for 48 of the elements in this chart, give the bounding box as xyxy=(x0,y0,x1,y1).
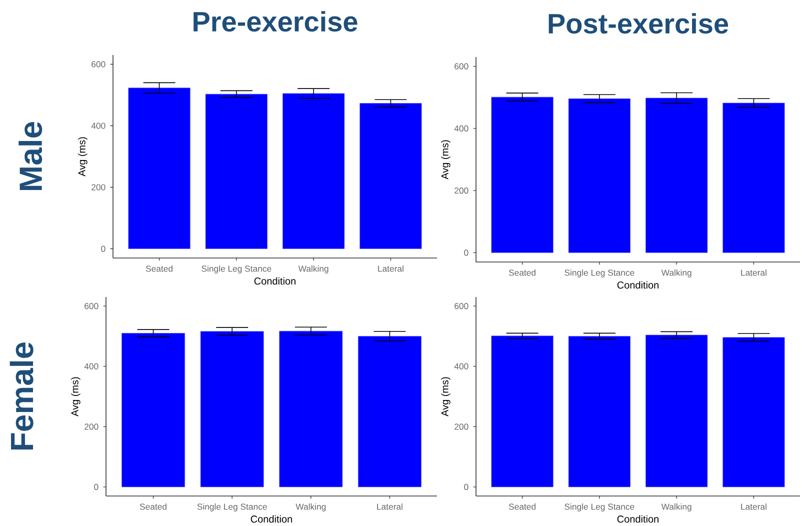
x-tick-label: Single Leg Stance xyxy=(564,503,634,512)
x-axis-title: Condition xyxy=(617,515,658,523)
y-tick-label: 0 xyxy=(94,484,98,490)
x-tick-label: Seated xyxy=(508,269,536,276)
x-tick-label: Lateral xyxy=(377,503,402,510)
y-tick-label: 0 xyxy=(101,246,106,252)
y-tick-label: 400 xyxy=(84,363,98,370)
y-axis-title: Avg (ms) xyxy=(71,377,80,416)
y-tick-label: 200 xyxy=(454,188,468,194)
x-tick-label: Lateral xyxy=(378,265,404,272)
x-tick-label: Walking xyxy=(296,503,326,512)
y-tick-label: 200 xyxy=(454,424,468,430)
y-tick-label: 600 xyxy=(454,302,468,310)
y-axis-title: Avg (ms) xyxy=(441,377,450,416)
x-tick-label: Single Leg Stance xyxy=(197,503,267,512)
x-tick-label: Walking xyxy=(298,265,328,274)
x-tick-label: Seated xyxy=(146,265,172,272)
x-tick-label: Walking xyxy=(661,503,692,512)
bar xyxy=(205,94,268,249)
x-axis-title: Condition xyxy=(617,281,658,289)
x-tick-label: Walking xyxy=(661,269,692,278)
chart-title: Pre-exercise xyxy=(194,11,358,32)
y-tick-label: 0 xyxy=(464,250,468,256)
chart-title: Post-exercise xyxy=(548,13,728,34)
y-tick-label: 400 xyxy=(454,363,468,370)
x-axis-title: Condition xyxy=(250,515,292,523)
y-tick-label: 0 xyxy=(464,484,468,490)
x-tick-label: Single Leg Stance xyxy=(564,269,634,278)
bar xyxy=(360,103,422,249)
y-axis-title: Avg (ms) xyxy=(441,140,450,180)
text: Female xyxy=(10,342,34,450)
x-tick-label: Single Leg Stance xyxy=(202,265,272,274)
y-tick-label: 400 xyxy=(91,122,106,129)
x-tick-label: Seated xyxy=(140,503,166,510)
y-tick-label: 400 xyxy=(454,125,468,132)
x-axis-title: Condition xyxy=(254,277,296,285)
bar xyxy=(128,88,190,249)
x-tick-label: Lateral xyxy=(741,269,766,276)
y-tick-label: 600 xyxy=(454,63,468,70)
text: Male xyxy=(18,122,42,190)
x-tick-label: Seated xyxy=(508,503,536,510)
bar xyxy=(282,93,345,249)
y-tick-label: 600 xyxy=(84,302,98,310)
y-tick-label: 200 xyxy=(84,424,98,430)
x-tick-label: Lateral xyxy=(741,503,766,510)
y-tick-label: 200 xyxy=(92,184,106,190)
y-tick-label: 600 xyxy=(92,61,106,68)
y-axis-title: Avg (ms) xyxy=(78,137,88,176)
